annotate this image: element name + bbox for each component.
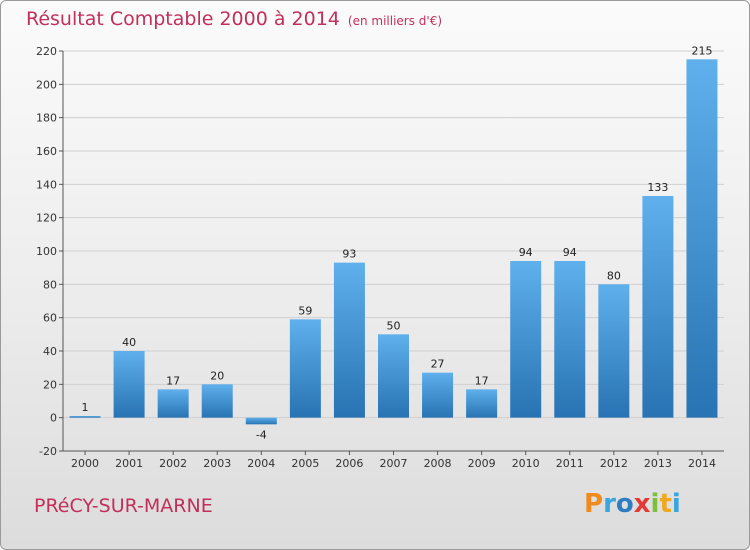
bar [686, 59, 718, 418]
x-tick-label: 2000 [71, 457, 99, 470]
chart-title: Résultat Comptable 2000 à 2014 (en millie… [26, 8, 442, 30]
x-tick-label: 2002 [159, 457, 187, 470]
bar-value-label: 94 [563, 246, 577, 259]
bar [422, 372, 454, 418]
bar-value-label: 80 [607, 269, 621, 282]
chart-title-main: Résultat Comptable 2000 à 2014 [26, 8, 340, 30]
y-tick-label: 200 [36, 78, 57, 91]
bar-value-label: 133 [647, 181, 668, 194]
x-tick-label: 2004 [247, 457, 275, 470]
logo-letter: r [603, 489, 616, 519]
bar [642, 196, 674, 418]
logo-letter: i [671, 489, 681, 519]
x-tick-label: 2008 [424, 457, 452, 470]
bar [113, 351, 145, 418]
y-tick-label: 140 [36, 178, 57, 191]
bar-value-label: 40 [122, 336, 136, 349]
y-tick-label: 100 [36, 245, 57, 258]
y-tick-label: 0 [50, 412, 57, 425]
logo-letter: t [659, 489, 672, 519]
x-tick-label: 2009 [468, 457, 496, 470]
bar [201, 384, 233, 418]
bar-value-label: 1 [82, 401, 89, 414]
y-tick-label: 80 [43, 278, 57, 291]
y-tick-label: 180 [36, 112, 57, 125]
bar-value-label: 17 [166, 374, 180, 387]
y-tick-label: 160 [36, 145, 57, 158]
chart-subtitle: (en milliers d'€) [347, 14, 443, 28]
bar [378, 334, 409, 418]
y-tick-label: 220 [36, 45, 57, 58]
bar-value-label: 27 [431, 358, 445, 371]
x-tick-label: 2011 [556, 457, 584, 470]
bar [510, 261, 542, 418]
bar-value-label: 20 [210, 369, 224, 382]
bar [69, 416, 101, 418]
bar-value-label: 50 [387, 319, 401, 332]
y-tick-label: 20 [43, 378, 57, 391]
x-tick-label: 2007 [380, 457, 408, 470]
x-tick-label: 2012 [600, 457, 628, 470]
y-tick-label: -20 [39, 445, 57, 458]
bar [157, 389, 189, 418]
logo-letter: x [633, 489, 651, 519]
bar-value-label: 93 [342, 248, 356, 261]
x-tick-label: 2014 [688, 457, 716, 470]
y-tick-label: 40 [43, 345, 57, 358]
bar-value-label: 59 [298, 304, 312, 317]
logo-letter: o [615, 489, 634, 519]
bar-value-label: 17 [475, 374, 489, 387]
x-tick-label: 2013 [644, 457, 672, 470]
bar [245, 417, 277, 425]
x-tick-label: 2003 [203, 457, 231, 470]
y-tick-label: 120 [36, 212, 57, 225]
x-tick-label: 2006 [335, 457, 363, 470]
proxiti-logo[interactable]: Proxiti [584, 489, 681, 519]
y-tick-label: 60 [43, 312, 57, 325]
bar [466, 389, 498, 418]
bar-value-label: 215 [691, 44, 712, 57]
logo-letter: i [650, 489, 660, 519]
bar [554, 261, 586, 418]
bar [289, 319, 321, 418]
bar-value-label: 94 [519, 246, 533, 259]
bar [333, 262, 365, 418]
commune-name: PRéCY-SUR-MARNE [34, 495, 213, 517]
x-tick-label: 2001 [115, 457, 143, 470]
bar-value-label: -4 [256, 428, 267, 441]
logo-letter: P [584, 489, 604, 519]
x-tick-label: 2010 [512, 457, 540, 470]
x-tick-label: 2005 [291, 457, 319, 470]
bar [598, 284, 630, 418]
